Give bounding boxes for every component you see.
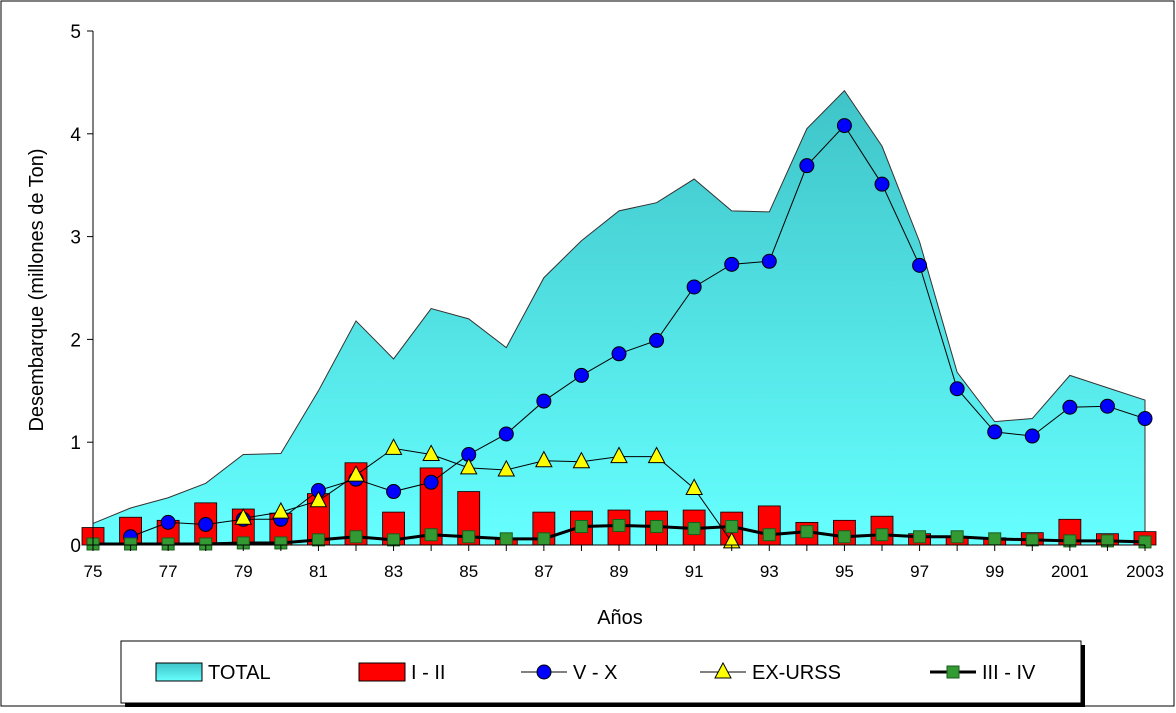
point-v-x xyxy=(1138,412,1152,426)
y-tick-label: 2 xyxy=(70,330,81,351)
point-iii-iv xyxy=(876,529,888,541)
x-tick-label: 77 xyxy=(159,562,178,581)
x-tick-label: 95 xyxy=(835,562,854,581)
point-v-x xyxy=(574,368,588,382)
x-tick-label: 83 xyxy=(384,562,403,581)
point-v-x xyxy=(837,119,851,133)
point-v-x xyxy=(537,394,551,408)
x-tick-label: 81 xyxy=(309,562,328,581)
point-iii-iv xyxy=(763,529,775,541)
point-iii-iv xyxy=(838,531,850,543)
x-tick-label: 2003 xyxy=(1126,562,1164,581)
point-v-x xyxy=(950,382,964,396)
x-tick-label: 93 xyxy=(760,562,779,581)
legend-swatch-i-ii xyxy=(359,663,405,681)
x-tick-label: 79 xyxy=(234,562,253,581)
point-iii-iv xyxy=(989,533,1001,545)
y-tick-label: 5 xyxy=(70,22,81,43)
point-iii-iv xyxy=(312,534,324,546)
point-v-x xyxy=(424,475,438,489)
point-v-x xyxy=(725,257,739,271)
point-iii-iv xyxy=(951,531,963,543)
legend-marker-v-x xyxy=(537,665,551,679)
x-tick-label: 87 xyxy=(534,562,553,581)
point-iii-iv xyxy=(688,523,700,535)
x-tick-label: 89 xyxy=(610,562,629,581)
point-v-x xyxy=(762,254,776,268)
point-iii-iv xyxy=(726,520,738,532)
y-tick-label: 1 xyxy=(70,433,81,454)
x-tick-label: 97 xyxy=(910,562,929,581)
legend-label-i-ii: I - II xyxy=(411,662,445,684)
point-iii-iv xyxy=(575,520,587,532)
point-v-x xyxy=(1025,429,1039,443)
point-iii-iv xyxy=(1026,534,1038,546)
point-iii-iv xyxy=(463,531,475,543)
x-tick-label: 91 xyxy=(685,562,704,581)
legend-label-total: TOTAL xyxy=(208,662,271,684)
x-tick-label: 2001 xyxy=(1051,562,1089,581)
point-v-x xyxy=(161,515,175,529)
point-iii-iv xyxy=(651,520,663,532)
point-v-x xyxy=(612,347,626,361)
x-axis-label: Años xyxy=(597,607,643,629)
point-iii-iv xyxy=(914,531,926,543)
legend-swatch-total xyxy=(156,663,202,681)
point-iii-iv xyxy=(613,519,625,531)
point-v-x xyxy=(199,517,213,531)
legend-label-v-x: V - X xyxy=(573,662,617,684)
point-iii-iv xyxy=(538,533,550,545)
y-tick-label: 4 xyxy=(70,125,81,146)
legend: TOTAL I - II V - X EX-URSS III - IV xyxy=(121,641,1085,707)
point-iii-iv xyxy=(425,529,437,541)
point-iii-iv xyxy=(801,526,813,538)
legend-label-iii-iv: III - IV xyxy=(982,662,1036,684)
point-v-x xyxy=(387,485,401,499)
point-v-x xyxy=(913,258,927,272)
point-v-x xyxy=(988,425,1002,439)
x-tick-label: 75 xyxy=(84,562,103,581)
point-v-x xyxy=(1063,400,1077,414)
point-iii-iv xyxy=(388,534,400,546)
x-tick-label: 85 xyxy=(459,562,478,581)
y-tick-label: 0 xyxy=(70,536,81,557)
point-v-x xyxy=(875,177,889,191)
y-axis-label: Desembarque (millones de Ton) xyxy=(26,148,48,431)
legend-marker-iii-iv xyxy=(947,666,959,678)
point-iii-iv xyxy=(500,533,512,545)
point-v-x xyxy=(499,427,513,441)
y-tick-label: 3 xyxy=(70,228,81,249)
legend-label-ex-urss: EX-URSS xyxy=(752,662,841,684)
point-v-x xyxy=(650,333,664,347)
point-iii-iv xyxy=(350,531,362,543)
point-v-x xyxy=(1100,399,1114,413)
point-v-x xyxy=(800,159,814,173)
x-tick-label: 99 xyxy=(985,562,1004,581)
point-v-x xyxy=(687,280,701,294)
